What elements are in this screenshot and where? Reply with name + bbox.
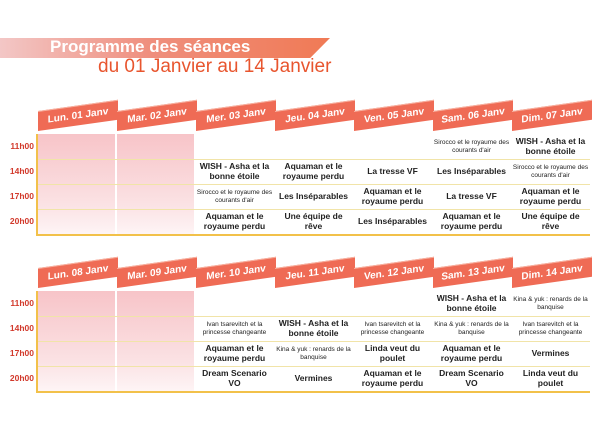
- bottom-border: [36, 391, 590, 393]
- session-cell: [196, 134, 273, 159]
- hour-label: 20h00: [9, 216, 34, 226]
- day-header: Mer. 10 Janv: [196, 256, 276, 288]
- session-cell: WISH - Asha et la bonne étoile: [199, 161, 270, 181]
- day-header: Jeu. 11 Janv: [275, 256, 355, 288]
- row-divider: [36, 209, 590, 210]
- left-border: [36, 134, 38, 235]
- session-cell: [275, 291, 352, 316]
- session-cell: Aquaman et le royaume perdu: [519, 186, 582, 206]
- day-header: Ven. 05 Janv: [354, 99, 434, 131]
- hour-label: 17h00: [9, 191, 34, 201]
- session-cell: WISH - Asha et la bonne étoile: [436, 293, 507, 313]
- hour-label: 14h00: [9, 166, 34, 176]
- session-cell: WISH - Asha et la bonne étoile: [278, 318, 349, 338]
- day-header: Ven. 12 Janv: [354, 256, 434, 288]
- session-cell: Les Inséparables: [358, 215, 427, 226]
- session-cell: Dream Scenario VO: [202, 368, 267, 388]
- day-column: Aquaman et le royaume perdu Les Inséparab…: [275, 134, 352, 235]
- session-cell: Aquaman et le royaume perdu: [440, 211, 503, 231]
- session-cell: [275, 134, 352, 159]
- hour-label: 14h00: [9, 323, 34, 333]
- session-cell: [196, 291, 273, 316]
- session-cell: Kina & yuk : renards de la banquise: [434, 320, 509, 336]
- day-header: Dim. 14 Janv: [512, 256, 592, 288]
- day-header: Lun. 01 Janv: [38, 99, 118, 131]
- day-header: Mar. 02 Janv: [117, 99, 197, 131]
- day-column: Ivan tsarevitch et la princesse changean…: [354, 291, 431, 392]
- session-cell: Linda veut du poulet: [364, 343, 421, 363]
- session-cell: Vermines: [294, 372, 333, 383]
- session-cell: La tresse VF: [446, 190, 497, 201]
- session-cell: Ivan tsarevitch et la princesse changean…: [360, 320, 425, 336]
- day-column: WISH - Asha et la bonne étoile Sirocco et…: [196, 134, 273, 235]
- day-header: Sam. 13 Janv: [433, 256, 513, 288]
- day-column: Sirocco et le royaume des courants d'air…: [433, 134, 510, 235]
- session-cell: Aquaman et le royaume perdu: [440, 343, 503, 363]
- day-header: Mer. 03 Janv: [196, 99, 276, 131]
- day-header: Jeu. 04 Janv: [275, 99, 355, 131]
- page-subtitle: du 01 Janvier au 14 Janvier: [98, 56, 332, 77]
- session-cell: Une équipe de rêve: [284, 211, 343, 231]
- day-column: Kina & yuk : renards de la banquise Ivan …: [512, 291, 589, 392]
- day-header: Sam. 06 Janv: [433, 99, 513, 131]
- bottom-border: [36, 234, 590, 236]
- session-cell: Kina & yuk : renards de la banquise: [276, 345, 351, 361]
- day-column: Ivan tsarevitch et la princesse changean…: [196, 291, 273, 392]
- session-cell: Une équipe de rêve: [521, 211, 580, 231]
- week-block: 11h00 14h00 17h00 20h00 Lun. 08 Janv Mar. 09 …: [0, 256, 600, 400]
- session-cell: Les Inséparables: [279, 190, 348, 201]
- hour-label: 11h00: [10, 141, 34, 151]
- day-header: Dim. 07 Janv: [512, 99, 592, 131]
- session-cell: Aquaman et le royaume perdu: [361, 368, 424, 388]
- row-divider: [36, 316, 590, 317]
- session-cell: Sirocco et le royaume des courants d'air: [433, 138, 510, 154]
- session-cell: Ivan tsarevitch et la princesse changean…: [202, 320, 267, 336]
- session-cell: Dream Scenario VO: [439, 368, 504, 388]
- hour-label: 11h00: [10, 298, 34, 308]
- session-cell: Aquaman et le royaume perdu: [203, 343, 266, 363]
- hour-label: 20h00: [9, 373, 34, 383]
- session-cell: Les Inséparables: [437, 165, 506, 176]
- row-divider: [36, 341, 590, 342]
- left-border: [36, 291, 38, 392]
- session-cell: Aquaman et le royaume perdu: [282, 161, 345, 181]
- row-divider: [36, 159, 590, 160]
- day-column: WISH - Asha et la bonne étoile Kina & yuk…: [433, 291, 510, 392]
- session-cell: Vermines: [531, 347, 570, 358]
- session-cell: La tresse VF: [367, 165, 418, 176]
- day-header: Lun. 08 Janv: [38, 256, 118, 288]
- day-column: WISH - Asha et la bonne étoile Kina & yuk…: [275, 291, 352, 392]
- session-cell: Sirocco et le royaume des courants d'air: [196, 188, 273, 204]
- session-cell: Linda veut du poulet: [522, 368, 579, 388]
- session-cell: WISH - Asha et la bonne étoile: [515, 136, 586, 156]
- session-cell: Sirocco et le royaume des courants d'air: [512, 163, 589, 179]
- day-header: Mar. 09 Janv: [117, 256, 197, 288]
- hour-label: 17h00: [9, 348, 34, 358]
- page-title: Programme des séances: [50, 37, 251, 56]
- session-cell: [354, 134, 431, 159]
- week-block: 11h00 14h00 17h00 20h00 Lun. 01 Janv Mar. 02 …: [0, 99, 600, 243]
- day-column: La tresse VF Aquaman et le royaume perdu L…: [354, 134, 431, 235]
- day-column: WISH - Asha et la bonne étoile Sirocco et…: [512, 134, 589, 235]
- session-cell: Kina & yuk : renards de la banquise: [513, 295, 588, 311]
- session-cell: Aquaman et le royaume perdu: [203, 211, 266, 231]
- session-cell: Ivan tsarevitch et la princesse changean…: [518, 320, 583, 336]
- title-banner: [0, 38, 330, 58]
- row-divider: [36, 184, 590, 185]
- session-cell: Aquaman et le royaume perdu: [361, 186, 424, 206]
- session-cell: [354, 291, 431, 316]
- row-divider: [36, 366, 590, 367]
